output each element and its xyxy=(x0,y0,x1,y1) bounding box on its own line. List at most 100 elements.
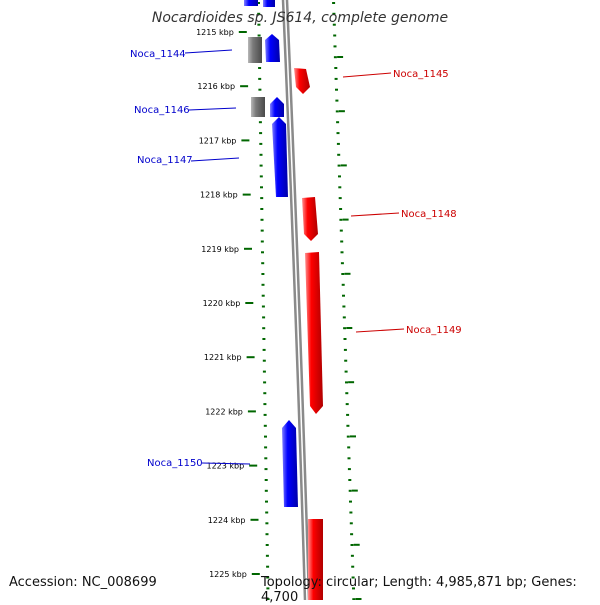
gene-arrows xyxy=(244,0,323,600)
minor-tick xyxy=(263,392,267,395)
gene-arrow[interactable] xyxy=(265,34,280,62)
minor-tick xyxy=(265,533,269,536)
scale-label: 1222 kbp xyxy=(205,407,243,416)
leader-line xyxy=(188,107,237,111)
minor-tick xyxy=(348,479,352,481)
gene-label-noca-1144[interactable]: Noca_1144 xyxy=(130,49,186,60)
minor-tick xyxy=(348,489,352,492)
major-tick xyxy=(340,164,347,167)
major-tick xyxy=(246,356,255,359)
minor-tick xyxy=(263,424,267,427)
leader-line xyxy=(342,72,392,78)
minor-tick xyxy=(262,327,266,330)
gene-label-noca-1147[interactable]: Noca_1147 xyxy=(137,155,193,166)
minor-tick xyxy=(343,327,347,330)
scale-label: 1224 kbp xyxy=(208,516,246,525)
gene-label-noca-1146[interactable]: Noca_1146 xyxy=(134,105,190,116)
minor-tick xyxy=(336,142,340,145)
gene-label-noca-1148[interactable]: Noca_1148 xyxy=(401,209,457,220)
minor-tick xyxy=(346,424,350,427)
minor-tick xyxy=(344,359,348,362)
minor-tick xyxy=(346,413,350,416)
minor-tick xyxy=(350,544,354,546)
minor-tick xyxy=(334,67,338,69)
minor-tick xyxy=(333,45,337,48)
minor-tick xyxy=(333,56,337,59)
gene-arrow[interactable] xyxy=(308,519,323,600)
minor-tick xyxy=(263,381,267,384)
minor-tick xyxy=(343,338,347,340)
major-tick xyxy=(251,573,260,575)
minor-tick xyxy=(345,403,349,406)
major-tick xyxy=(241,139,250,142)
minor-tick xyxy=(345,381,348,384)
minor-tick xyxy=(342,316,346,319)
minor-tick xyxy=(265,500,268,503)
minor-tick xyxy=(340,262,344,265)
major-tick xyxy=(338,110,345,113)
gene-label-noca-1149[interactable]: Noca_1149 xyxy=(406,325,462,336)
minor-tick xyxy=(343,348,347,351)
minor-tick xyxy=(352,587,355,590)
major-tick xyxy=(249,464,258,467)
minor-tick xyxy=(257,34,261,37)
gene-arrow-noca-1149[interactable] xyxy=(305,252,323,414)
minor-tick xyxy=(347,457,351,460)
backbone-outer xyxy=(281,0,307,600)
minor-tick xyxy=(339,218,343,221)
minor-tick xyxy=(263,413,267,416)
minor-tick xyxy=(260,186,263,189)
minor-tick xyxy=(340,240,344,243)
gene-arrow-noca-1150[interactable] xyxy=(282,420,298,507)
minor-tick xyxy=(342,294,345,297)
minor-tick xyxy=(264,489,268,492)
minor-tick xyxy=(347,446,351,449)
gene-labels: Noca_1144 Noca_1145 Noca_1146 Noca_1147 … xyxy=(130,49,462,469)
minor-tick xyxy=(347,468,351,471)
gene-arrow-noca-1147[interactable] xyxy=(272,117,288,197)
gene-arrow[interactable] xyxy=(270,97,284,117)
minor-tick xyxy=(344,370,348,373)
gene-arrow[interactable] xyxy=(263,0,275,7)
minor-tick xyxy=(339,208,343,210)
major-tick xyxy=(238,31,247,33)
leader-line xyxy=(184,49,233,54)
scale-ticks xyxy=(238,2,362,600)
minor-tick xyxy=(262,316,266,319)
gene-arrow-noca-1146[interactable] xyxy=(251,97,265,117)
minor-tick xyxy=(265,511,269,514)
gene-arrow-noca-1148[interactable] xyxy=(302,197,318,241)
minor-tick xyxy=(261,262,265,265)
minor-tick xyxy=(338,197,342,200)
minor-tick xyxy=(259,164,263,167)
scale-label: 1217 kbp xyxy=(199,136,237,145)
major-tick xyxy=(342,218,349,221)
minor-tick xyxy=(260,208,264,210)
gene-arrow-noca-1144[interactable] xyxy=(248,37,262,63)
minor-tick xyxy=(335,88,338,91)
genome-title: Nocardioides sp. JS614, complete genome xyxy=(151,10,449,26)
major-tick xyxy=(344,272,351,275)
minor-tick xyxy=(335,99,339,102)
minor-tick xyxy=(264,468,268,471)
scale-labels: 1215 kbp 1216 kbp 1217 kbp 1218 kbp 1219 kbp… xyxy=(196,28,247,579)
topology-text: Topology: circular; Length: 4,985,871 bp… xyxy=(261,575,577,605)
leader-line xyxy=(350,212,400,217)
minor-tick xyxy=(259,132,263,135)
gene-arrow[interactable] xyxy=(244,0,258,6)
major-tick xyxy=(242,193,251,196)
scale-label: 1215 kbp xyxy=(196,28,234,37)
gene-arrow-noca-1145[interactable] xyxy=(294,68,310,94)
minor-tick xyxy=(261,305,265,308)
minor-tick xyxy=(332,23,336,26)
scale-label: 1221 kbp xyxy=(204,353,242,362)
major-tick xyxy=(240,85,249,88)
minor-tick xyxy=(257,12,261,15)
minor-tick xyxy=(257,23,261,26)
gene-label-noca-1145[interactable]: Noca_1145 xyxy=(393,69,449,80)
major-tick xyxy=(247,410,256,413)
gene-label-noca-1150[interactable]: Noca_1150 xyxy=(147,458,203,469)
scale-label: 1216 kbp xyxy=(197,82,235,91)
scale-label: 1220 kbp xyxy=(203,299,241,308)
